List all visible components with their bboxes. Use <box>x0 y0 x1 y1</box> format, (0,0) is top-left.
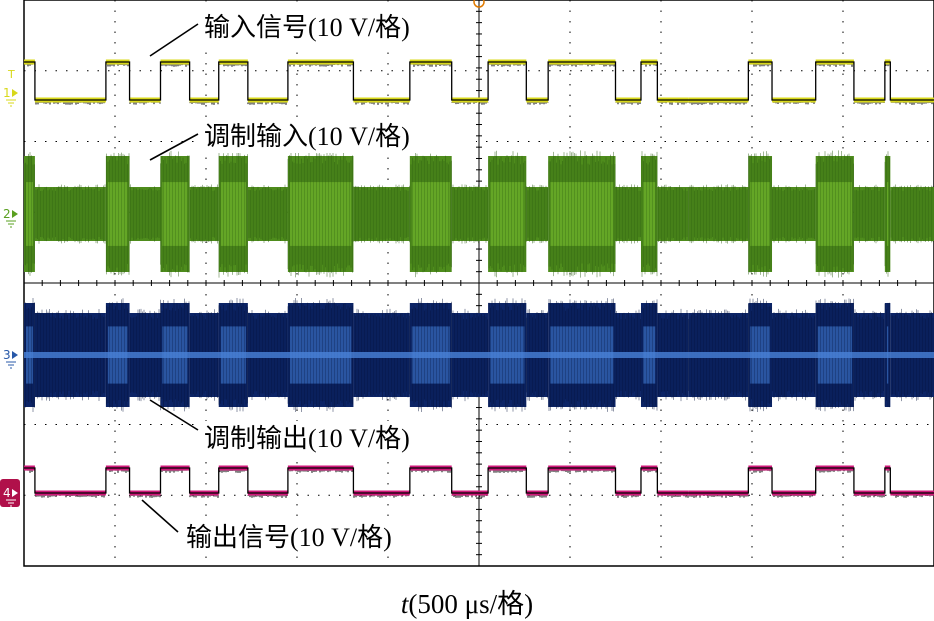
ground-icon <box>6 99 16 107</box>
envelope-core <box>220 182 246 246</box>
channel-marker-label: 2 <box>3 207 11 221</box>
trace-2 <box>23 150 934 278</box>
x-axis-unit: (500 μs/格) <box>408 589 534 619</box>
x-axis-variable: t <box>400 589 409 619</box>
channel-arrow-icon <box>12 210 18 218</box>
annotations: 输入信号(10 V/格) 调制输入(10 V/格) 调制输出(10 V/格) 输出信号… <box>141 10 476 554</box>
annotation-bg <box>182 520 458 554</box>
channel-marker-4: 4 <box>0 479 20 507</box>
envelope-segment <box>853 187 885 241</box>
leader-line <box>149 23 199 57</box>
annotation-4: 输出信号(10 V/格) <box>141 499 458 554</box>
envelope-segment <box>657 187 689 241</box>
channel-marker-2: 2 <box>3 207 18 228</box>
trace-4 <box>23 465 934 498</box>
channel-marker-label: 1 <box>3 86 11 100</box>
series-label: 输出信号(10 V/格) <box>186 523 392 552</box>
annotation-bg <box>200 119 476 153</box>
channel-marker-1: 1 <box>3 86 18 107</box>
channel-marker-label: 3 <box>3 348 11 362</box>
leader-line <box>149 399 199 431</box>
envelope-core <box>886 182 889 246</box>
annotation-bg <box>200 421 476 455</box>
carrier-band <box>24 352 934 358</box>
traces <box>23 59 934 498</box>
annotation-bg <box>200 10 476 44</box>
annotation-1: 输入信号(10 V/格) <box>149 10 476 57</box>
channel-arrow-icon <box>12 89 18 97</box>
channel-arrow-icon <box>12 351 18 359</box>
leader-line <box>149 133 199 161</box>
trigger-position-icon <box>473 0 485 8</box>
ground-icon <box>6 361 16 369</box>
ground-icon <box>6 220 16 228</box>
ground-icon <box>6 499 16 507</box>
envelope-segment <box>247 187 288 241</box>
series-label: 调制输入(10 V/格) <box>204 122 410 151</box>
x-axis-label: t(500 μs/格) <box>0 582 934 621</box>
envelope-core <box>817 182 852 246</box>
channel-arrow-icon <box>12 489 18 497</box>
annotation-3: 调制输出(10 V/格) <box>149 399 476 455</box>
trace-1 <box>23 59 934 105</box>
trigger-marker: T <box>7 68 15 81</box>
trace-outline <box>24 61 934 101</box>
series-label: 调制输出(10 V/格) <box>204 424 410 453</box>
envelope-core <box>26 182 33 246</box>
annotation-2: 调制输入(10 V/格) <box>149 119 476 161</box>
trace-outline <box>24 467 934 494</box>
channel-markers: 1 2 3 4 T <box>0 0 485 507</box>
channel-marker-3: 3 <box>3 348 18 369</box>
channel-marker-label: 4 <box>3 486 11 500</box>
leader-line <box>141 499 179 533</box>
series-label: 输入信号(10 V/格) <box>204 13 410 42</box>
